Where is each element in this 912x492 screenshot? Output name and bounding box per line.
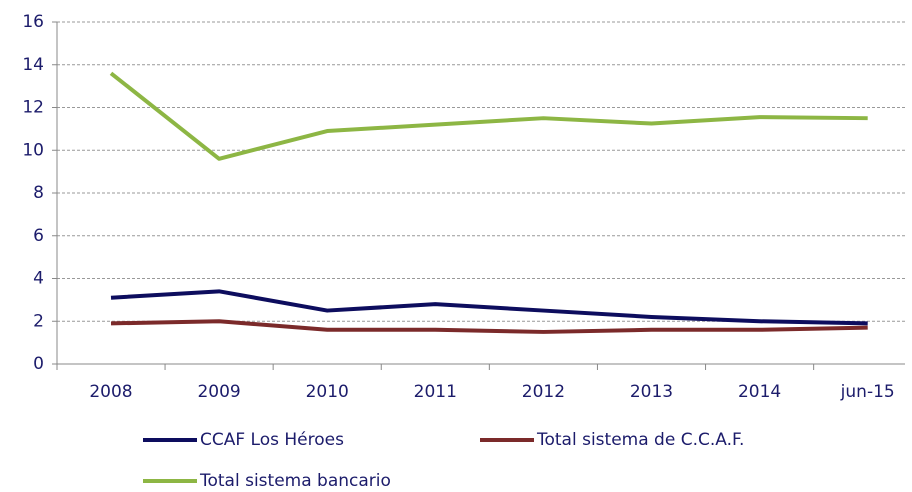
x-tick-label: 2014 bbox=[738, 382, 781, 402]
legend-label: Total sistema bancario bbox=[199, 471, 391, 491]
y-tick-label: 8 bbox=[33, 183, 44, 203]
series-line bbox=[110, 319, 868, 334]
y-tick-label: 4 bbox=[33, 269, 44, 289]
y-tick-label: 16 bbox=[22, 12, 44, 32]
y-tick-label: 0 bbox=[33, 354, 44, 374]
legend-label: CCAF Los Héroes bbox=[200, 430, 344, 450]
series-line bbox=[110, 289, 868, 326]
y-tick-label: 10 bbox=[22, 140, 44, 160]
x-tick-label: 2011 bbox=[414, 382, 457, 402]
x-tick-label: 2009 bbox=[197, 382, 240, 402]
y-tick-label: 12 bbox=[22, 98, 44, 118]
y-tick-label: 14 bbox=[22, 55, 44, 75]
x-tick-label: 2010 bbox=[306, 382, 349, 402]
legend-label: Total sistema de C.C.A.F. bbox=[536, 430, 744, 450]
series-line bbox=[109, 71, 868, 161]
y-tick-label: 6 bbox=[33, 226, 44, 246]
x-tick-label: 2008 bbox=[89, 382, 132, 402]
y-tick-label: 2 bbox=[33, 311, 44, 331]
x-tick-label: 2013 bbox=[630, 382, 673, 402]
x-tick-label: jun-15 bbox=[840, 382, 895, 402]
x-tick-label: 2012 bbox=[522, 382, 565, 402]
